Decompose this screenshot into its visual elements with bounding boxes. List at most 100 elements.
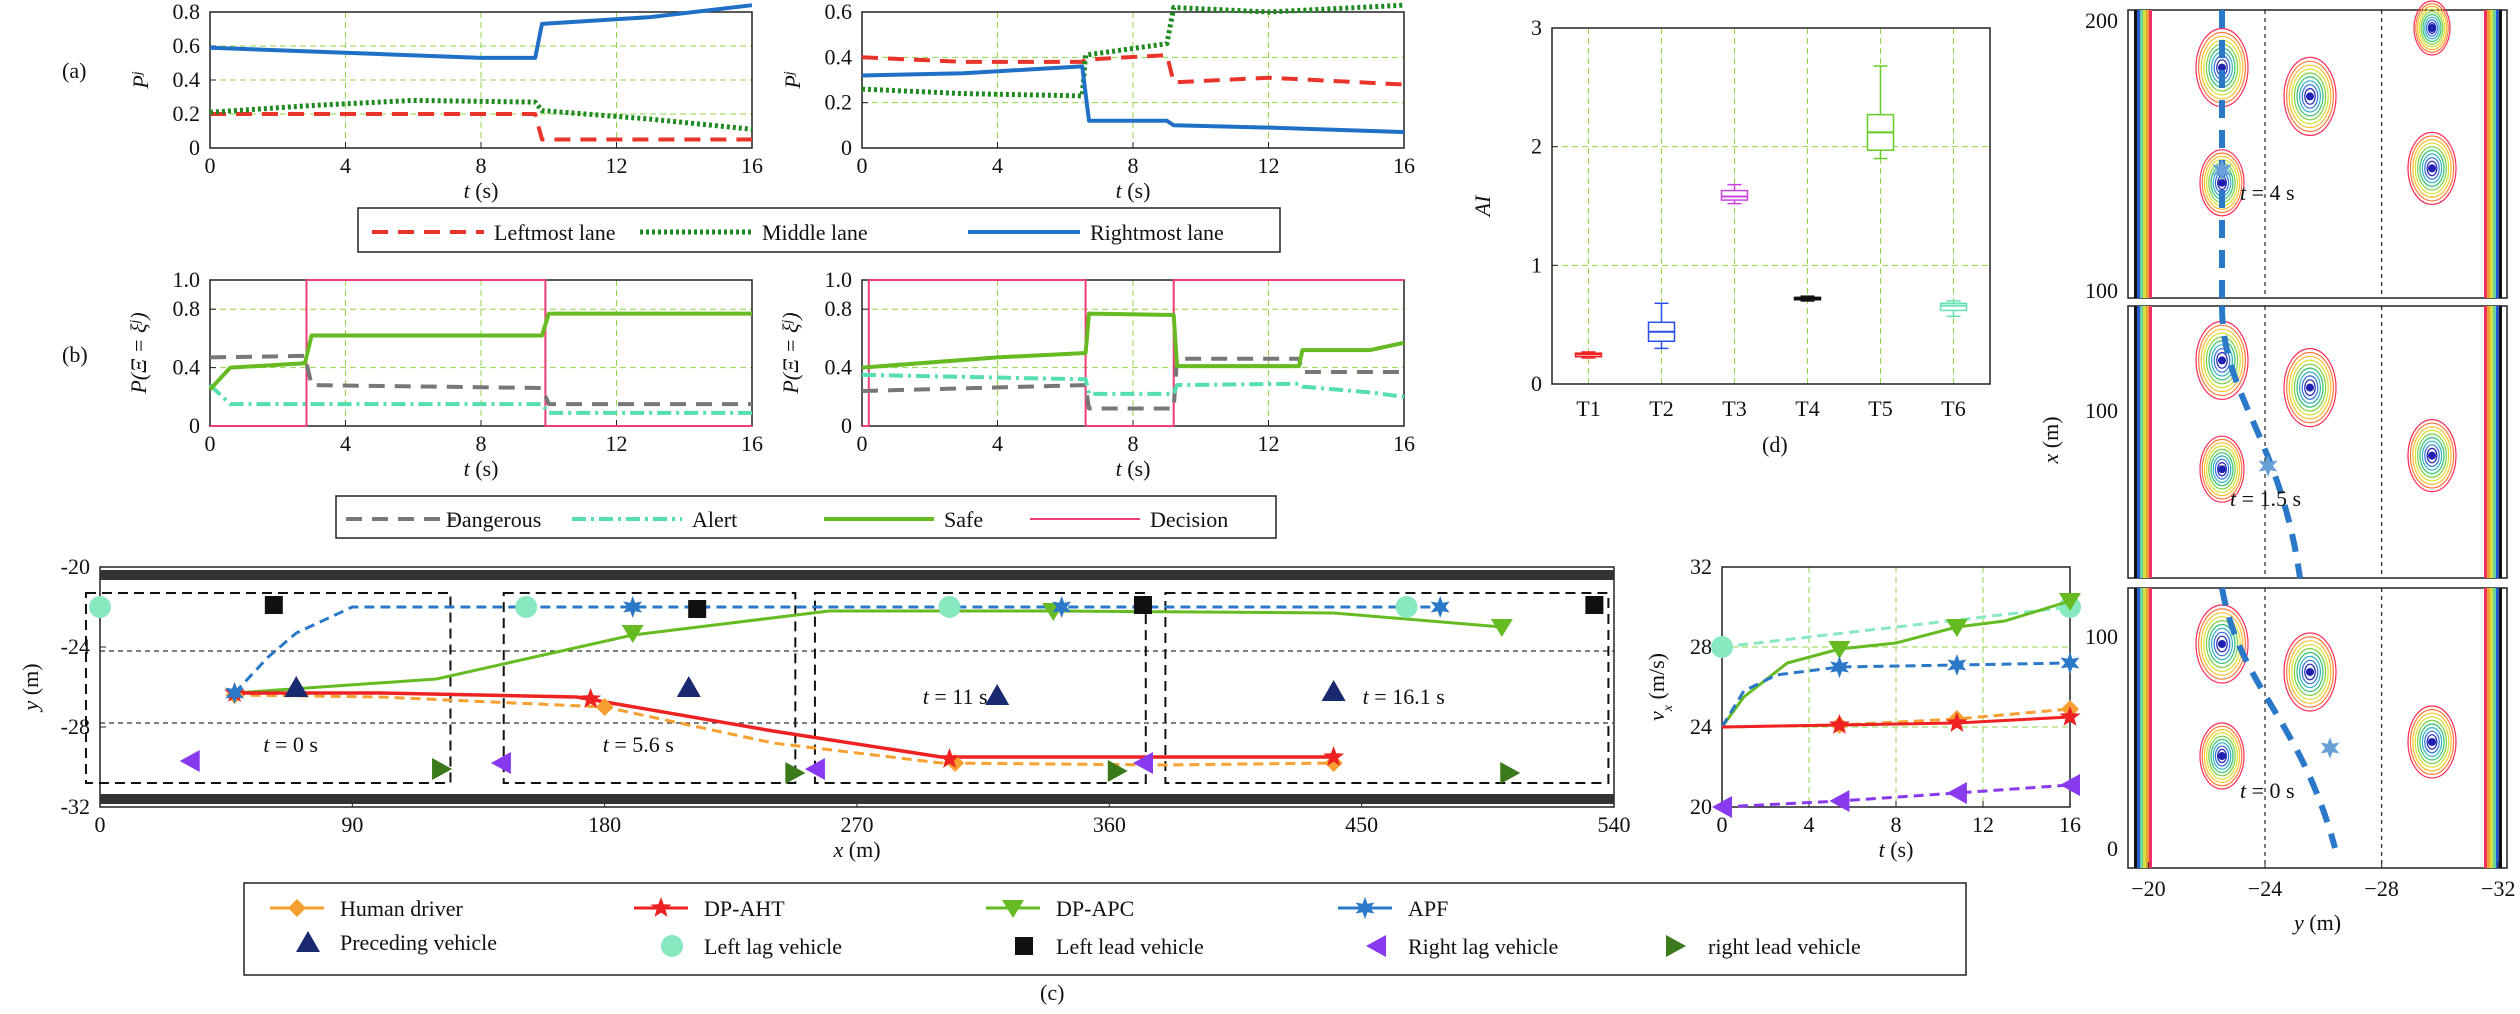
- x-tick-label: T3: [1722, 396, 1746, 421]
- box-t4: [1793, 295, 1822, 302]
- potential-contour: [2216, 352, 2228, 369]
- potential-contour: [2415, 3, 2449, 53]
- potential-contour: [2407, 705, 2457, 779]
- dp-apc-marker: [621, 625, 644, 643]
- potential-contour: [2426, 734, 2438, 750]
- y-tick-label: 0: [2107, 836, 2118, 861]
- y-tick-label: 0.8: [825, 296, 853, 321]
- road-boundary-bottom: [100, 794, 1614, 804]
- left-lag-vehicle-marker: [938, 596, 961, 618]
- snapshot-time-label: t = 11 s: [923, 684, 988, 709]
- x-tick-label: T2: [1649, 396, 1673, 421]
- series-alert: [861, 372, 1405, 399]
- potential-contour: [2301, 375, 2319, 400]
- velocity-marker: [1946, 712, 1968, 732]
- potential-contour: [2217, 462, 2228, 477]
- potential-contour: [2424, 444, 2440, 468]
- ego-path: [2219, 305, 2303, 579]
- potential-contour: [2203, 728, 2241, 783]
- y-tick-label: 0: [841, 135, 852, 160]
- field-panel-2: t = 1.5 s: [2127, 305, 2508, 579]
- potential-contour: [2203, 155, 2241, 210]
- potential-contour: [2286, 636, 2335, 708]
- potential-contour: [2426, 19, 2439, 37]
- snapshot-frame: [1164, 592, 1610, 784]
- velocity-marker: [2059, 706, 2081, 726]
- x-tick-label: 8: [1891, 812, 1902, 837]
- potential-contour: [2301, 659, 2319, 685]
- potential-contour: [2203, 332, 2241, 389]
- boundary-field-band: [2137, 306, 2140, 578]
- x-tick-label: 0: [205, 431, 216, 456]
- legend-marker: [1002, 900, 1024, 918]
- potential-peak: [2428, 24, 2436, 32]
- y-tick-label: 0.4: [825, 355, 853, 380]
- potential-peak: [2218, 640, 2226, 648]
- potential-contour: [2212, 742, 2232, 770]
- boundary-field-band: [2487, 10, 2490, 298]
- left-lead-vehicle-marker: [1585, 596, 1604, 614]
- y-tick-label: -20: [61, 554, 90, 579]
- box-t1: [1574, 351, 1603, 359]
- ego-marker: [2258, 455, 2278, 477]
- right-lead-vehicle-marker: [432, 758, 453, 780]
- field-axes: −20 −24 −28 −32 y (m) x (m): [2038, 416, 2515, 935]
- potential-contour: [2417, 146, 2448, 191]
- boundary-field-band: [2134, 588, 2137, 868]
- potential-contour: [2296, 367, 2324, 408]
- legend-marker: [288, 899, 306, 917]
- potential-contour: [2414, 142, 2450, 195]
- legend-label: Right lag vehicle: [1408, 934, 1558, 959]
- velocity-marker: [1711, 636, 1733, 658]
- snapshot-time-label: t = 4 s: [2240, 180, 2295, 205]
- potential-contour: [2217, 748, 2228, 764]
- velocity-marker: [2060, 652, 2080, 674]
- x-tick-label: 4: [992, 153, 1003, 178]
- potential-contour: [2208, 448, 2236, 490]
- plot-frame: [2127, 587, 2508, 869]
- potential-contour: [2205, 619, 2239, 668]
- boundary-field-band: [2140, 588, 2143, 868]
- potential-contour: [2424, 16, 2440, 40]
- x-tick-label: 4: [340, 431, 351, 456]
- potential-peak: [2218, 356, 2226, 365]
- left-lead-vehicle-marker: [688, 600, 707, 618]
- potential-peak: [2428, 451, 2436, 460]
- series-alert: [208, 383, 752, 415]
- snapshot-time-label: t = 1.5 s: [2230, 486, 2301, 511]
- legend-label: Dangerous: [446, 507, 541, 532]
- y-tick-label: 100: [2085, 278, 2118, 303]
- y-axis-label: Pj: [128, 71, 153, 89]
- potential-contour: [2414, 429, 2450, 482]
- potential-peak: [2218, 752, 2226, 760]
- x-tick-label: 8: [1128, 153, 1139, 178]
- series-decision: [862, 279, 1404, 427]
- potential-contour: [2293, 647, 2327, 696]
- series-rightmost-lane: [861, 64, 1405, 135]
- boundary-field-band: [2490, 306, 2493, 578]
- legend-label: Rightmost lane: [1090, 220, 1224, 245]
- potential-contour: [2299, 655, 2322, 689]
- x-tick-label: 8: [1128, 431, 1139, 456]
- x-tick-label: 16: [1393, 153, 1415, 178]
- x-tick-label: 16: [2059, 812, 2081, 837]
- potential-contour: [2291, 644, 2329, 700]
- potential-contour: [2214, 458, 2230, 480]
- trajectory-dp-apc: [234, 609, 1503, 695]
- boundary-field-band: [2140, 306, 2143, 578]
- y-axis-label: AI: [1470, 194, 1495, 218]
- preceding-vehicle-marker: [985, 684, 1010, 705]
- boundary-field-band: [2493, 10, 2496, 298]
- box-body: [1720, 189, 1749, 201]
- potential-contour: [2291, 359, 2329, 416]
- field-panel-1: t = 4 s: [2127, 0, 2508, 299]
- velocity-marker: [2060, 774, 2080, 796]
- left-lag-vehicle-marker: [89, 596, 111, 618]
- x-tick-label: T1: [1576, 396, 1600, 421]
- velocity-marker: [1829, 656, 1849, 678]
- plot-frame: [2127, 9, 2508, 299]
- y-axis-label: y (m): [18, 663, 43, 712]
- box-t6: [1939, 300, 1968, 318]
- potential-contour: [2413, 0, 2451, 56]
- velocity-dp-aht: [1721, 715, 2071, 729]
